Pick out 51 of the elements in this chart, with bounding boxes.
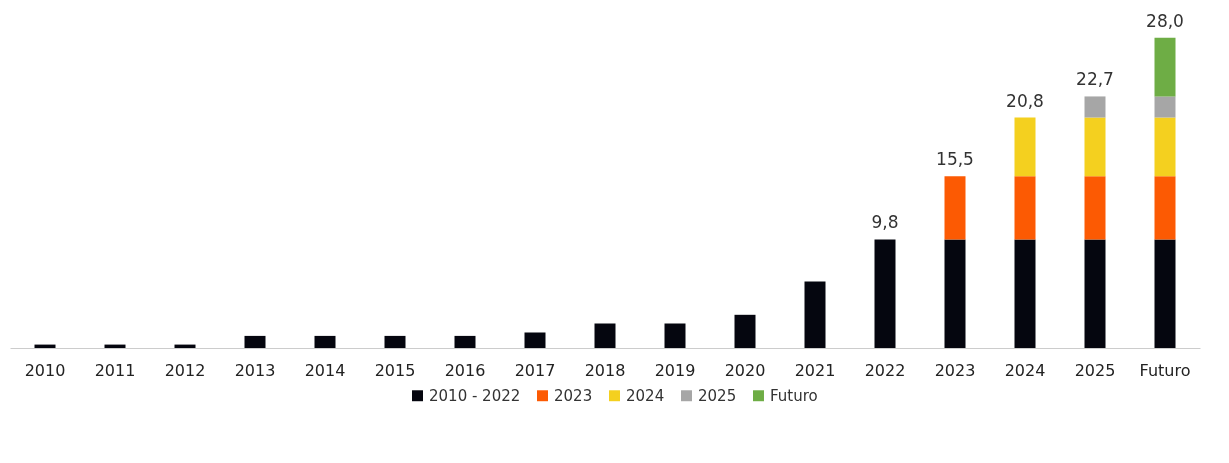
x-tick-label: 2010 <box>24 360 66 380</box>
bar <box>1014 176 1036 240</box>
bar <box>1154 176 1176 240</box>
x-tick-label: 2019 <box>654 360 696 380</box>
x-tick-label: Futuro <box>1139 360 1191 380</box>
legend-label: 2024 <box>626 386 665 405</box>
annotation: 22,7 <box>1076 69 1114 90</box>
bar <box>524 332 546 348</box>
bar <box>874 239 896 348</box>
bar <box>734 314 756 348</box>
annotation: 20,8 <box>1006 90 1044 111</box>
x-tick-label: 2025 <box>1074 360 1116 380</box>
bar <box>664 323 686 348</box>
legend-label: 2023 <box>554 386 593 405</box>
bar <box>384 335 406 348</box>
bar <box>1014 239 1036 348</box>
x-tick-label: 2024 <box>1004 360 1046 380</box>
x-tick-label: 2015 <box>374 360 416 380</box>
bar <box>1014 117 1036 177</box>
x-tick-label: 2021 <box>794 360 836 380</box>
x-tick-label: 2014 <box>304 360 346 380</box>
annotation: 15,5 <box>936 149 974 170</box>
x-tick-label: 2023 <box>934 360 976 380</box>
bar <box>1154 96 1176 118</box>
bar <box>454 335 476 348</box>
x-tick-label: 2016 <box>444 360 486 380</box>
x-tick-label: 2017 <box>514 360 556 380</box>
legend-label: 2025 <box>698 386 737 405</box>
legend-label: 2010 - 2022 <box>429 386 521 405</box>
bar <box>1084 117 1106 177</box>
bar <box>944 239 966 348</box>
bar <box>594 323 616 348</box>
x-tick-label: 2012 <box>164 360 206 380</box>
bar <box>244 335 266 348</box>
annotation: 9,8 <box>871 212 899 233</box>
legend-label: Futuro <box>770 386 818 405</box>
bar <box>1154 117 1176 177</box>
annotation: 28,0 <box>1146 10 1184 31</box>
x-tick-label: 2020 <box>724 360 766 380</box>
bar <box>314 335 336 348</box>
bar <box>1084 96 1106 118</box>
bar <box>944 176 966 240</box>
bar <box>1154 37 1176 97</box>
x-tick-label: 2018 <box>584 360 626 380</box>
bar <box>804 281 826 348</box>
x-tick-label: 2022 <box>864 360 906 380</box>
bar <box>1154 239 1176 348</box>
x-tick-label: 2013 <box>234 360 276 380</box>
bar <box>1084 176 1106 240</box>
bar <box>1084 239 1106 348</box>
x-tick-label: 2011 <box>94 360 136 380</box>
